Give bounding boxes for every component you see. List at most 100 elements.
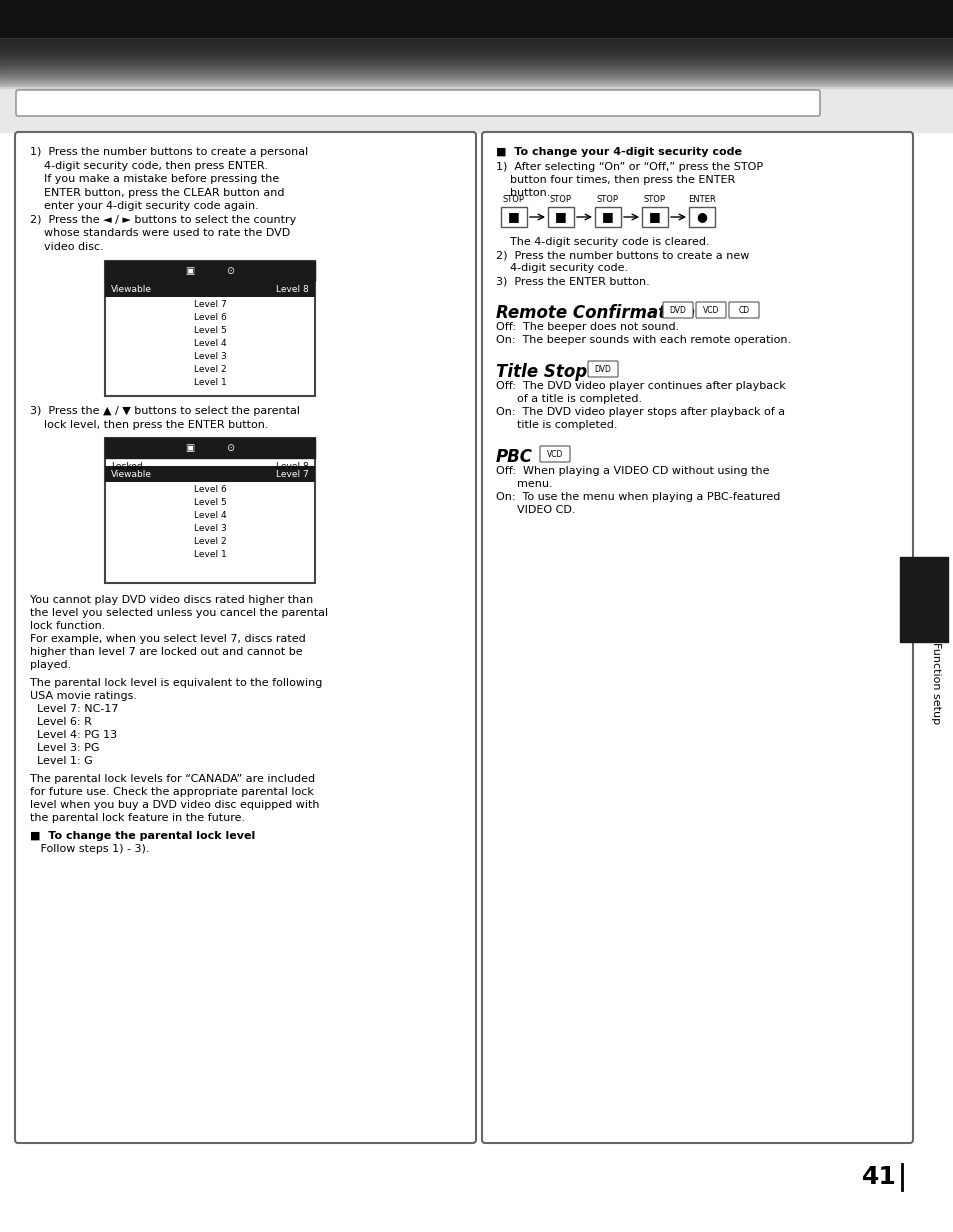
Text: VCD: VCD — [702, 306, 719, 314]
Text: Level 2: Level 2 — [193, 536, 226, 546]
Bar — [688, 207, 714, 227]
Bar — [0, 83, 953, 86]
Text: Level 5: Level 5 — [193, 498, 226, 506]
Bar — [0, 0, 953, 37]
Text: Level 6: R: Level 6: R — [30, 717, 91, 727]
Text: Level 8: Level 8 — [276, 462, 309, 471]
Text: ENTER: ENTER — [687, 195, 715, 205]
Text: Title Stop: Title Stop — [496, 363, 586, 381]
FancyBboxPatch shape — [539, 446, 569, 462]
Text: button.: button. — [496, 188, 550, 198]
Bar — [105, 439, 314, 583]
Text: STOP: STOP — [502, 195, 524, 205]
Text: Level 6: Level 6 — [193, 484, 226, 494]
Bar — [0, 53, 953, 55]
Text: Level 4: Level 4 — [193, 339, 226, 347]
Text: For example, when you select level 7, discs rated: For example, when you select level 7, di… — [30, 634, 305, 644]
Text: Level 4: Level 4 — [193, 510, 226, 520]
Text: ▣: ▣ — [185, 444, 194, 453]
Bar — [0, 43, 953, 46]
Bar — [0, 69, 953, 71]
Text: 3)  Press the ENTER button.: 3) Press the ENTER button. — [496, 276, 649, 286]
Text: You cannot play DVD video discs rated higher than: You cannot play DVD video discs rated hi… — [30, 595, 313, 605]
Text: ⊙: ⊙ — [226, 444, 233, 453]
Text: Remote Confirmation: Remote Confirmation — [496, 304, 695, 322]
Text: On:  To use the menu when playing a PBC-featured: On: To use the menu when playing a PBC-f… — [496, 492, 780, 501]
Bar — [0, 57, 953, 60]
Bar — [0, 81, 953, 84]
Bar — [0, 63, 953, 67]
Text: Off:  The beeper does not sound.: Off: The beeper does not sound. — [496, 322, 679, 331]
Bar — [899, 557, 947, 642]
Bar — [500, 207, 526, 227]
Text: ■: ■ — [555, 211, 566, 223]
Text: 4-digit security code, then press ENTER.: 4-digit security code, then press ENTER. — [30, 160, 268, 170]
Bar — [0, 51, 953, 54]
Text: USA movie ratings.: USA movie ratings. — [30, 691, 137, 701]
Text: Level 5: Level 5 — [193, 325, 226, 335]
Bar — [0, 55, 953, 58]
Text: Off:  When playing a VIDEO CD without using the: Off: When playing a VIDEO CD without usi… — [496, 466, 769, 476]
Text: Locked: Locked — [111, 462, 143, 471]
Bar — [0, 85, 953, 87]
Bar — [105, 261, 314, 281]
Text: ENTER button, press the CLEAR button and: ENTER button, press the CLEAR button and — [30, 187, 284, 197]
Text: Level 7: Level 7 — [276, 469, 309, 478]
Text: Function setup: Function setup — [930, 642, 940, 724]
Bar — [0, 75, 953, 78]
Text: Level 4: PG 13: Level 4: PG 13 — [30, 731, 117, 740]
Text: the parental lock feature in the future.: the parental lock feature in the future. — [30, 813, 245, 823]
Text: Level 1: G: Level 1: G — [30, 756, 92, 766]
Text: ■: ■ — [508, 211, 519, 223]
Text: Level 3: PG: Level 3: PG — [30, 743, 99, 753]
Text: enter your 4-digit security code again.: enter your 4-digit security code again. — [30, 201, 258, 211]
Bar — [105, 261, 314, 395]
Text: 4-digit security code.: 4-digit security code. — [496, 262, 627, 274]
FancyBboxPatch shape — [696, 302, 725, 318]
Text: Off:  The DVD video player continues after playback: Off: The DVD video player continues afte… — [496, 381, 785, 391]
Text: ■  To change your 4-digit security code: ■ To change your 4-digit security code — [496, 147, 741, 156]
Bar — [0, 78, 953, 80]
Text: DVD: DVD — [594, 365, 611, 373]
Text: STOP: STOP — [597, 195, 618, 205]
Text: the level you selected unless you cancel the parental: the level you selected unless you cancel… — [30, 609, 328, 618]
Bar — [547, 207, 574, 227]
Bar — [105, 281, 314, 297]
Text: lock level, then press the ENTER button.: lock level, then press the ENTER button. — [30, 420, 268, 430]
Bar — [0, 67, 953, 70]
Bar — [641, 207, 667, 227]
Text: Level 8: Level 8 — [276, 285, 309, 293]
FancyBboxPatch shape — [15, 132, 476, 1143]
Text: If you make a mistake before pressing the: If you make a mistake before pressing th… — [30, 174, 279, 184]
Text: level when you buy a DVD video disc equipped with: level when you buy a DVD video disc equi… — [30, 800, 319, 809]
Text: Level 2: Level 2 — [193, 365, 226, 373]
Text: Level 3: Level 3 — [193, 351, 226, 361]
Text: Viewable: Viewable — [111, 469, 152, 478]
Text: The parental lock levels for “CANADA” are included: The parental lock levels for “CANADA” ar… — [30, 774, 314, 784]
Text: higher than level 7 are locked out and cannot be: higher than level 7 are locked out and c… — [30, 647, 302, 657]
Text: Level 7: NC-17: Level 7: NC-17 — [30, 703, 118, 715]
Text: Level 7: Level 7 — [193, 299, 226, 308]
Text: Viewable: Viewable — [111, 285, 152, 293]
Bar — [0, 62, 953, 64]
Bar — [0, 79, 953, 83]
Text: ●: ● — [696, 211, 707, 223]
Text: On:  The DVD video player stops after playback of a: On: The DVD video player stops after pla… — [496, 407, 784, 416]
Text: ■: ■ — [648, 211, 660, 223]
Text: title is completed.: title is completed. — [496, 420, 617, 430]
Bar — [0, 59, 953, 62]
Text: ■: ■ — [601, 211, 613, 223]
Bar — [0, 73, 953, 76]
Text: video disc.: video disc. — [30, 241, 104, 251]
Text: CD: CD — [738, 306, 749, 314]
Text: 2)  Press the ◄ / ► buttons to select the country: 2) Press the ◄ / ► buttons to select the… — [30, 214, 296, 224]
Bar — [0, 46, 953, 48]
FancyBboxPatch shape — [16, 90, 820, 116]
Text: ■  To change the parental lock level: ■ To change the parental lock level — [30, 832, 255, 841]
Bar — [0, 71, 953, 74]
Bar — [0, 41, 953, 44]
Text: VCD: VCD — [546, 450, 562, 458]
Bar — [0, 49, 953, 52]
Text: lock function.: lock function. — [30, 621, 105, 631]
Text: 2)  Press the number buttons to create a new: 2) Press the number buttons to create a … — [496, 250, 749, 260]
